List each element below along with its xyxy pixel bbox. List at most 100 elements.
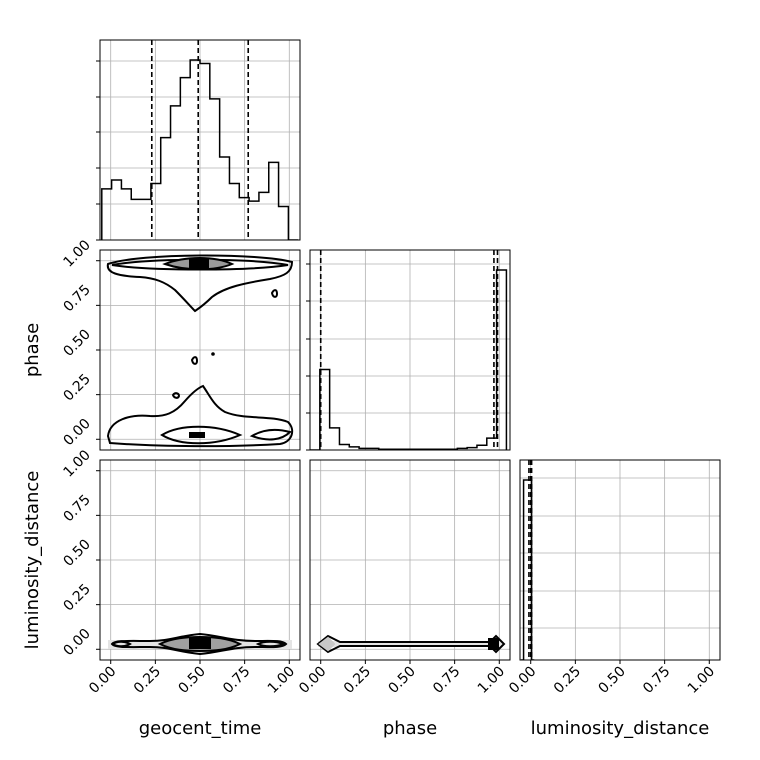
sample-point <box>1 340 3 342</box>
sample-point <box>13 370 15 372</box>
panel-distance-vs-phase: 0.00 0.25 0.50 0.75 1.00 <box>296 459 511 697</box>
sample-point <box>54 403 56 405</box>
sample-point <box>30 314 32 316</box>
sample-point <box>5 328 7 330</box>
x-tick-label-4: 1.00 <box>475 664 508 697</box>
y-tick-label-3: 0.75 <box>60 492 93 525</box>
sample-point <box>40 291 42 293</box>
sample-point <box>26 424 28 426</box>
sample-point <box>38 432 40 434</box>
sample-point <box>1 312 3 314</box>
sample-point <box>5 403 7 405</box>
sample-point <box>1 374 3 376</box>
sample-point <box>1 380 3 382</box>
sample-point <box>38 275 40 277</box>
sample-point <box>4 359 6 361</box>
sample-point <box>26 314 28 316</box>
sample-point <box>15 367 17 369</box>
sample-point <box>14 410 16 412</box>
sample-point <box>28 317 30 319</box>
sample-point <box>21 283 23 285</box>
sample-point <box>29 282 31 284</box>
sample-point <box>59 418 61 420</box>
contour-left-lobe <box>111 640 132 648</box>
sample-point <box>25 408 27 410</box>
sample-point <box>21 274 23 276</box>
sample-point <box>20 386 22 388</box>
sample-point <box>39 284 41 286</box>
sample-point <box>4 410 6 412</box>
sample-point <box>50 267 52 269</box>
sample-point <box>24 293 26 295</box>
sample-point <box>50 418 52 420</box>
sample-point <box>44 402 46 404</box>
contour-small-left <box>171 392 181 399</box>
sample-point <box>23 318 25 320</box>
sample-point <box>65 377 67 379</box>
sample-point <box>25 303 27 305</box>
sample-point <box>63 312 65 314</box>
y-axis-label-phase: phase <box>22 323 43 377</box>
sample-point <box>37 427 39 429</box>
sample-point <box>1 362 3 364</box>
sample-point <box>56 295 58 297</box>
frame-geocent-time-hist <box>99 39 301 241</box>
sample-point <box>32 420 34 422</box>
sample-point <box>0 307 1 309</box>
sample-point <box>53 266 55 268</box>
sample-point <box>5 336 7 338</box>
contour-dot <box>211 352 215 356</box>
sample-point <box>26 277 28 279</box>
sample-point <box>1 396 3 398</box>
sample-point <box>2 389 4 391</box>
sample-point <box>0 393 2 395</box>
sample-point <box>8 307 10 309</box>
sample-point <box>46 421 48 423</box>
y-tick-label-1: 0.25 <box>60 581 93 614</box>
contour-peak <box>189 638 211 649</box>
sample-point <box>1 359 3 361</box>
sample-point <box>13 380 15 382</box>
sample-point <box>17 381 19 383</box>
sample-point <box>0 355 2 357</box>
sample-point <box>21 388 23 390</box>
sample-point <box>0 352 1 354</box>
contour-top-mid <box>111 258 289 271</box>
sample-point <box>67 381 69 383</box>
sample-point <box>47 316 49 318</box>
sample-point <box>31 292 33 294</box>
sample-point <box>65 367 67 369</box>
sample-point <box>13 377 15 379</box>
sample-point <box>29 432 31 434</box>
sample-point <box>46 361 48 363</box>
sample-point <box>22 319 24 321</box>
contour-outer <box>110 632 288 656</box>
sample-point <box>42 396 44 398</box>
sample-point <box>1 389 3 391</box>
sample-point <box>34 267 36 269</box>
grid-distance-vs-geocent <box>100 460 300 660</box>
y-tick-label-0: 0.00 <box>60 626 93 659</box>
sample-point <box>27 296 29 298</box>
sample-band-distance-vs-phase <box>318 641 502 647</box>
sample-point <box>50 403 52 405</box>
sample-point <box>59 284 61 286</box>
sample-point <box>11 417 13 419</box>
sample-point <box>59 395 61 397</box>
sample-point <box>0 336 2 338</box>
contour-left-end <box>316 634 506 654</box>
sample-point <box>14 282 16 284</box>
sample-point <box>4 417 6 419</box>
sample-point <box>62 316 64 318</box>
contour-top-band <box>106 254 294 313</box>
sample-point <box>21 296 23 298</box>
sample-point <box>2 326 4 328</box>
x-tick-label-4: 1.00 <box>685 664 718 697</box>
sample-point <box>27 271 29 273</box>
sample-point <box>2 310 4 312</box>
panel-distance-vs-geocent-time: 0.00 0.25 0.50 0.75 1.00 0.00 0.25 0.50 0.75 1.0… <box>60 447 301 697</box>
sample-point <box>51 373 53 375</box>
sample-point <box>27 282 29 284</box>
sample-point <box>4 267 6 269</box>
sample-point <box>7 413 9 415</box>
